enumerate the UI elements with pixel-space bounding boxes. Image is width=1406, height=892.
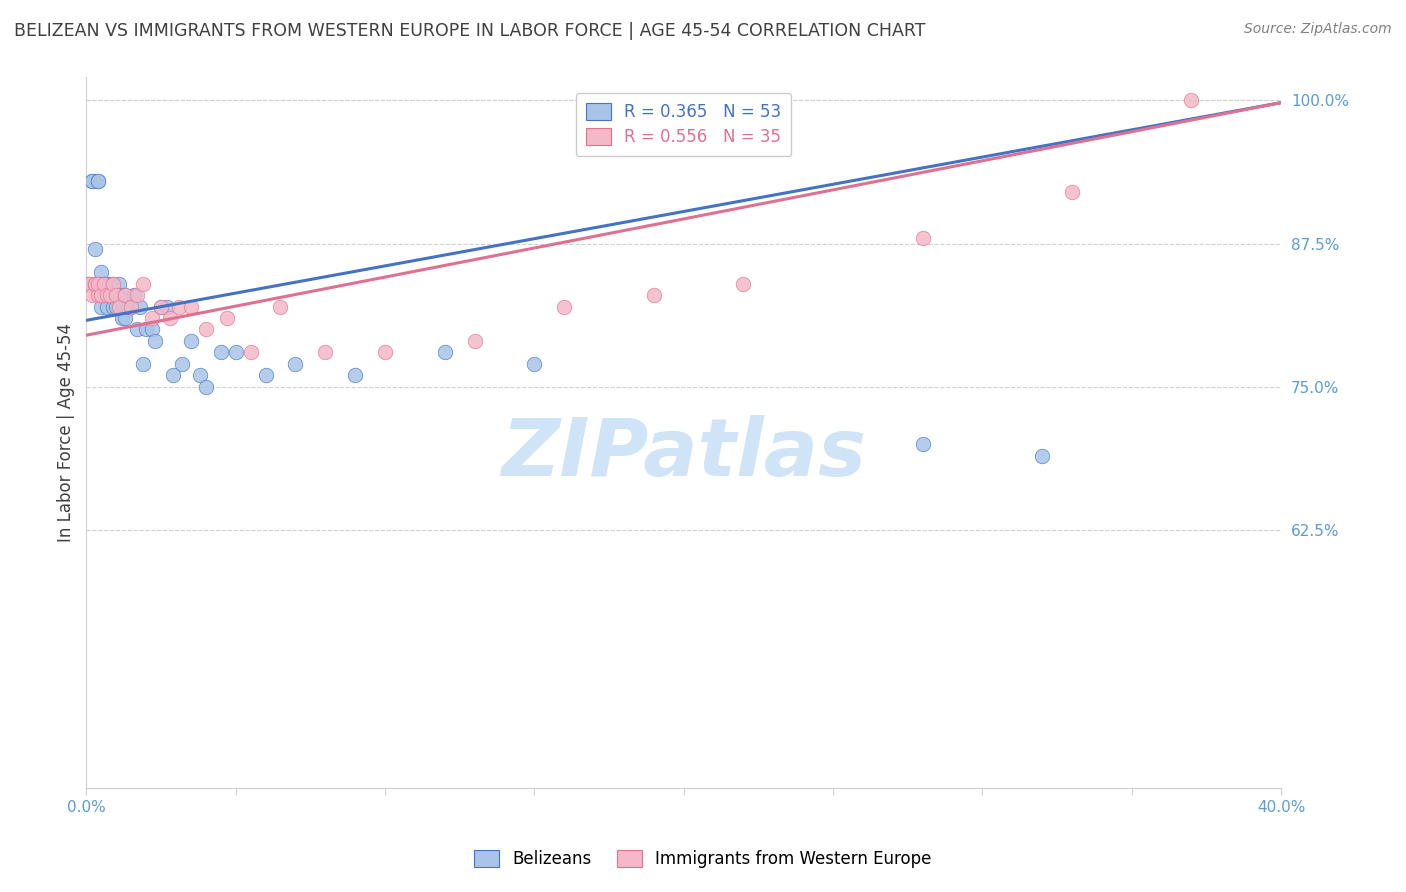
Point (101, 300, 124, 314)
Point (120, 300, 142, 314)
Point (344, 368, 367, 383)
Point (314, 345, 336, 359)
Point (96, 288, 118, 302)
Point (1031, 449, 1053, 463)
Point (87, 173, 110, 187)
Point (111, 311, 134, 326)
Point (111, 288, 134, 302)
Point (141, 322, 163, 336)
Point (911, 437, 934, 451)
Point (87, 277, 110, 291)
Point (1060, 185, 1083, 199)
Point (114, 288, 136, 302)
Y-axis label: In Labor Force | Age 45-54: In Labor Force | Age 45-54 (58, 323, 75, 542)
Point (87, 288, 110, 302)
Point (180, 334, 202, 348)
Point (159, 311, 181, 326)
Point (125, 322, 148, 336)
Point (84, 242, 107, 256)
Point (149, 300, 172, 314)
Point (77, 277, 100, 291)
Point (135, 322, 157, 336)
Point (117, 300, 139, 314)
Point (77, 277, 100, 291)
Point (269, 300, 291, 314)
Point (90, 277, 112, 291)
Point (188, 368, 211, 383)
Point (194, 322, 217, 336)
Point (114, 311, 136, 326)
Text: Source: ZipAtlas.com: Source: ZipAtlas.com (1244, 22, 1392, 37)
Point (433, 345, 456, 359)
Point (523, 357, 546, 371)
Point (96, 300, 118, 314)
Point (143, 334, 166, 348)
Point (93, 277, 115, 291)
Point (105, 300, 128, 314)
Point (194, 380, 217, 394)
Point (93, 277, 115, 291)
Point (98, 288, 121, 302)
Point (87, 277, 110, 291)
Point (129, 300, 152, 314)
Point (733, 277, 755, 291)
Point (96, 277, 118, 291)
Point (180, 300, 202, 314)
Point (101, 277, 124, 291)
Point (90, 300, 112, 314)
Point (1180, 94, 1202, 108)
Point (284, 357, 307, 371)
Point (132, 277, 155, 291)
Point (87, 173, 110, 187)
Point (98, 288, 121, 302)
Legend: Belizeans, Immigrants from Western Europe: Belizeans, Immigrants from Western Europ… (468, 843, 938, 875)
Point (108, 277, 131, 291)
Point (141, 311, 163, 326)
Point (108, 300, 131, 314)
Point (643, 288, 665, 302)
Point (170, 357, 193, 371)
Point (122, 288, 145, 302)
Point (84, 277, 107, 291)
Point (162, 368, 184, 383)
Point (82, 173, 104, 187)
Point (82, 288, 104, 302)
Legend: R = 0.365   N = 53, R = 0.556   N = 35: R = 0.365 N = 53, R = 0.556 N = 35 (576, 93, 792, 156)
Point (374, 345, 396, 359)
Point (553, 300, 575, 314)
Text: ZIPatlas: ZIPatlas (501, 415, 866, 493)
Point (93, 277, 115, 291)
Point (105, 288, 128, 302)
Point (114, 288, 136, 302)
Point (132, 357, 155, 371)
Point (149, 300, 172, 314)
Point (93, 288, 115, 302)
Point (120, 300, 142, 314)
Point (82, 173, 104, 187)
Point (96, 288, 118, 302)
Text: BELIZEAN VS IMMIGRANTS FROM WESTERN EUROPE IN LABOR FORCE | AGE 45-54 CORRELATIO: BELIZEAN VS IMMIGRANTS FROM WESTERN EURO… (14, 22, 925, 40)
Point (90, 265, 112, 279)
Point (167, 300, 190, 314)
Point (125, 288, 148, 302)
Point (239, 345, 262, 359)
Point (209, 345, 232, 359)
Point (105, 288, 128, 302)
Point (254, 368, 277, 383)
Point (215, 311, 238, 326)
Point (101, 277, 124, 291)
Point (225, 345, 247, 359)
Point (156, 300, 179, 314)
Point (464, 334, 486, 348)
Point (911, 231, 934, 245)
Point (98, 277, 121, 291)
Point (84, 277, 107, 291)
Point (90, 288, 112, 302)
Point (84, 277, 107, 291)
